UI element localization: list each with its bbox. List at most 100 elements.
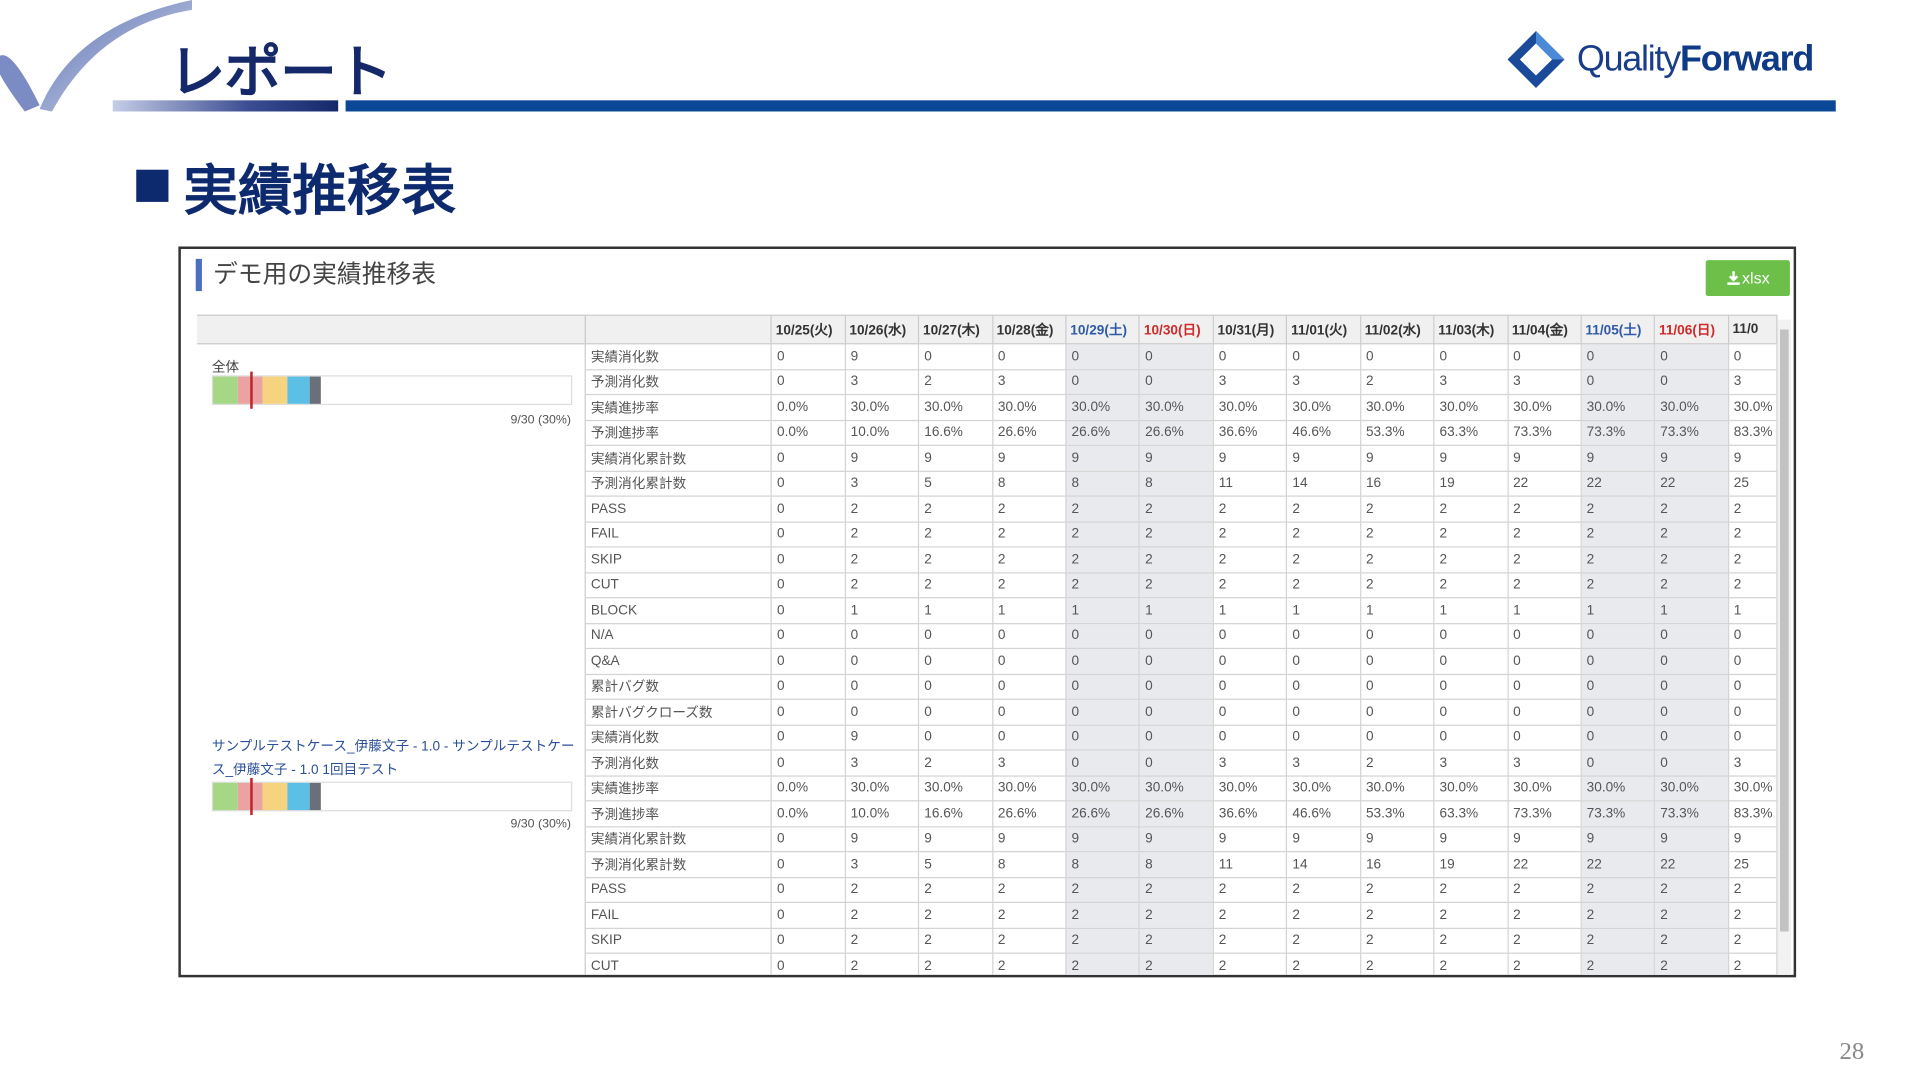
table-cell: 0: [844, 622, 920, 650]
table-cell: 19: [1433, 851, 1509, 878]
table-cell: 3: [1433, 368, 1509, 396]
table-cell: 0: [1212, 622, 1288, 650]
table-cell: 0: [1654, 749, 1729, 777]
table-cell: 30.0%: [918, 774, 993, 802]
diamond-logo-icon: [1507, 30, 1565, 88]
table-cell: 8: [991, 470, 1067, 497]
table-cell: 0: [1138, 724, 1214, 751]
table-cell: 1: [1580, 597, 1656, 624]
table-row: 予測消化累計数 0 3 5 8 8 8 11 14 16 19 22 22 22 25: [584, 470, 1778, 497]
table-cell: 0: [770, 343, 846, 370]
table-cell: 1: [1212, 597, 1288, 624]
table-cell: 26.6%: [1138, 800, 1214, 827]
table-row: 予測消化数 0 3 2 3 0 0 3 3 2 3 3 0 0 3: [584, 368, 1778, 396]
table-cell: 2: [844, 952, 920, 975]
table-row: 実績消化数 0 9 0 0 0 0 0 0 0 0 0 0 0 0: [584, 724, 1778, 751]
row-label: 予測消化累計数: [584, 851, 773, 878]
table-cell: 0: [991, 698, 1067, 726]
table-cell: 0: [918, 673, 993, 700]
table-cell: 1: [991, 597, 1067, 624]
group-pane: 全体 9/30 (30%) サンプルテストケース_伊藤文子 - 1.0 - サン…: [196, 314, 586, 975]
table-cell: 10.0%: [844, 800, 920, 827]
forecast-marker: [250, 777, 253, 816]
table-cell: 0: [1654, 622, 1729, 650]
forecast-marker: [250, 371, 253, 409]
table-cell: 3: [1506, 749, 1582, 777]
progress-segment: [213, 376, 238, 404]
logo-text-light: Quality: [1576, 39, 1681, 79]
table-cell: 0: [1138, 368, 1214, 396]
table-cell: 2: [991, 495, 1067, 523]
table-cell: 2: [1654, 495, 1729, 523]
table-cell: 9: [1065, 444, 1141, 472]
table-cell: 2: [1359, 571, 1435, 599]
table-row: PASS 0 2 2 2 2 2 2 2 2 2 2 2 2 2: [584, 876, 1778, 903]
row-label: SKIP: [584, 927, 773, 954]
table-cell: 73.3%: [1506, 800, 1582, 827]
table-cell: 0: [1727, 698, 1778, 726]
row-label: FAIL: [584, 520, 773, 548]
table-cell: 2: [991, 901, 1067, 929]
table-cell: 0: [1654, 724, 1729, 751]
table-cell: 0: [1212, 698, 1288, 726]
table-cell: 0: [1359, 647, 1435, 675]
table-cell: 30.0%: [991, 393, 1067, 421]
table-cell: 0: [1065, 724, 1141, 751]
table-cell: 0: [1286, 724, 1362, 751]
table-cell: 0.0%: [770, 393, 846, 421]
table-cell: 30.0%: [1580, 393, 1656, 421]
table-cell: 2: [1212, 571, 1288, 599]
table-cell: 2: [1065, 520, 1141, 548]
logo-text-bold: Forward: [1680, 39, 1814, 79]
table-cell: 2: [1065, 952, 1141, 975]
table-cell: 26.6%: [1138, 419, 1214, 446]
table-cell: 3: [1727, 749, 1778, 777]
table-cell: 30.0%: [991, 774, 1067, 802]
table-cell: 0: [1065, 749, 1141, 777]
table-row: BLOCK 0 1 1 1 1 1 1 1 1 1 1 1 1 1: [584, 597, 1778, 624]
table-cell: 11: [1212, 470, 1288, 497]
table-cell: 46.6%: [1286, 800, 1362, 827]
table-row: 実績進捗率 0.0% 30.0% 30.0% 30.0% 30.0% 30.0% 30.0% 3…: [584, 774, 1778, 802]
group-link-testcase[interactable]: サンプルテストケース_伊藤文子 - 1.0 - サンプルテストケース_伊藤文子 …: [211, 739, 575, 778]
decorative-swoosh: [0, 0, 192, 112]
table-cell: 0: [1065, 647, 1141, 675]
table-cell: 0: [1433, 698, 1509, 726]
table-cell: 30.0%: [1286, 774, 1362, 802]
table-cell: 2: [1065, 571, 1141, 599]
export-xlsx-button[interactable]: xlsx: [1705, 260, 1790, 297]
table-row: 予測消化累計数 0 3 5 8 8 8 11 14 16 19 22 22 22 25: [584, 851, 1778, 878]
row-label: N/A: [584, 622, 773, 650]
progress-ratio-all: 9/30 (30%): [510, 413, 572, 428]
title-underline: [345, 100, 1836, 112]
table-cell: 0: [1286, 673, 1362, 700]
table-cell: 0: [991, 673, 1067, 700]
table-cell: 9: [1359, 444, 1435, 472]
table-cell: 0: [844, 698, 920, 726]
table-cell: 30.0%: [1065, 393, 1141, 421]
table-cell: 0: [1065, 343, 1141, 370]
table-cell: 0: [770, 901, 846, 929]
table-cell: 30.0%: [844, 393, 920, 421]
table-cell: 0: [1727, 343, 1778, 370]
scrollbar-thumb[interactable]: [1780, 329, 1789, 932]
table-cell: 53.3%: [1359, 800, 1435, 827]
table-cell: 0: [770, 495, 846, 523]
table-cell: 5: [918, 470, 993, 497]
table-cell: 1: [1286, 597, 1362, 624]
table-cell: 0: [770, 470, 846, 497]
row-label: 実績消化累計数: [584, 825, 773, 853]
table-cell: 1: [1727, 597, 1778, 624]
table-cell: 14: [1286, 851, 1362, 878]
table-cell: 2: [918, 952, 993, 975]
table-row: Q&A 0 0 0 0 0 0 0 0 0 0 0 0 0 0: [584, 647, 1778, 675]
table-cell: 30.0%: [844, 774, 920, 802]
table-cell: 2: [1654, 952, 1729, 975]
table-cell: 22: [1506, 470, 1582, 497]
row-label: 実績消化数: [584, 724, 773, 751]
table-cell: 0: [1065, 368, 1141, 396]
vertical-scrollbar[interactable]: [1777, 319, 1792, 975]
table-cell: 9: [1654, 825, 1729, 853]
table-cell: 0: [918, 622, 993, 650]
table-cell: 2: [1359, 368, 1435, 396]
